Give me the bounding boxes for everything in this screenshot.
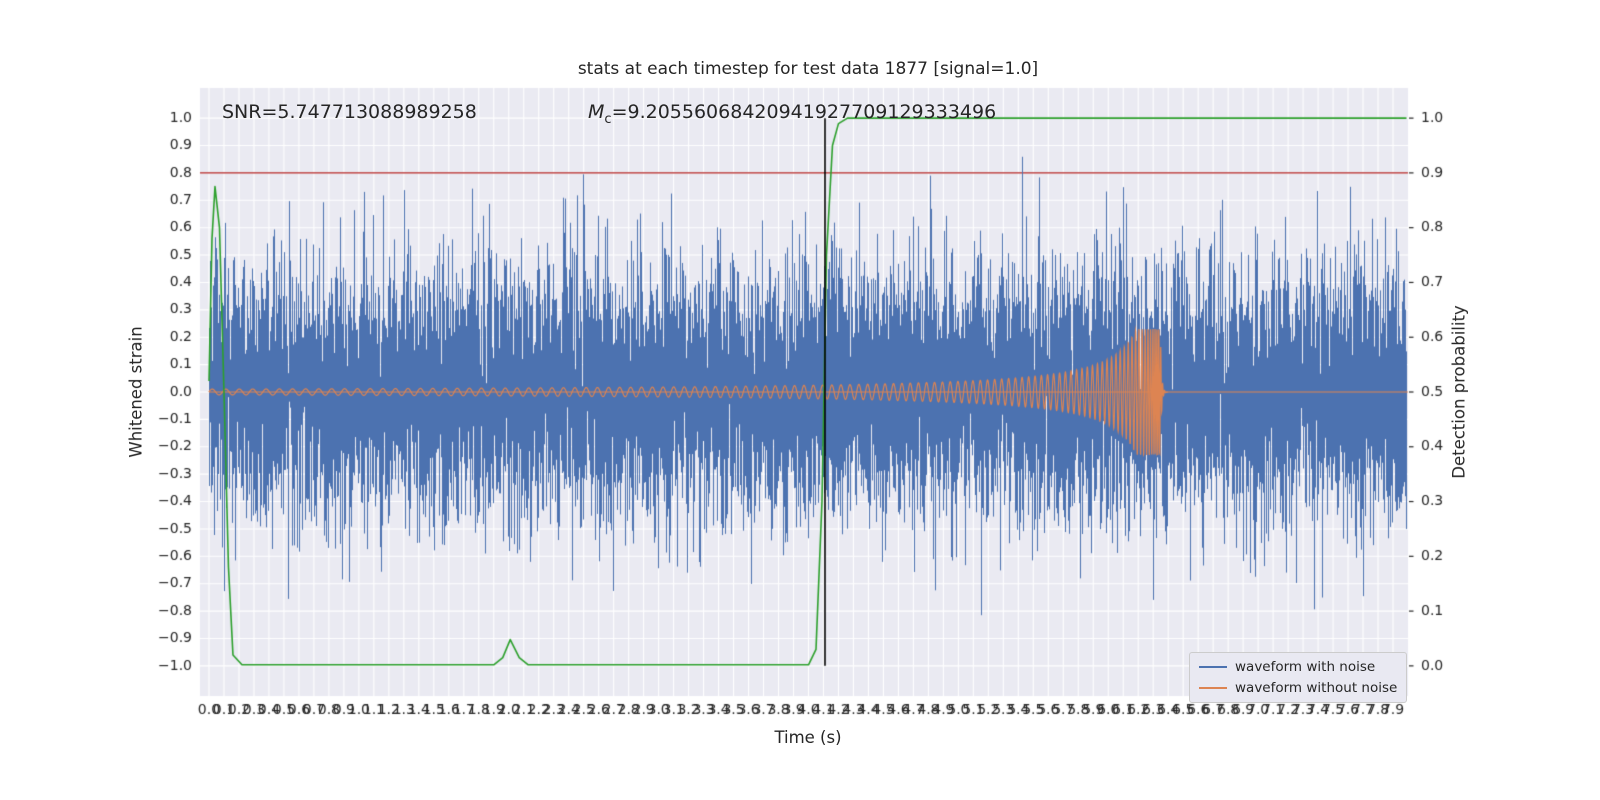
legend-label-waveform-with-noise: waveform with noise — [1235, 659, 1376, 675]
y-axis-label-left: Whitened strain — [126, 326, 146, 458]
snr-annotation: SNR=5.747713088989258 — [222, 101, 477, 123]
legend-item-waveform-without-noise: waveform without noise — [1199, 680, 1397, 696]
mc-subscript: c — [604, 111, 612, 127]
legend-item-waveform-with-noise: waveform with noise — [1199, 659, 1397, 675]
chart-title: stats at each timestep for test data 187… — [577, 59, 1039, 79]
legend-line-sample-orange — [1199, 687, 1227, 689]
mc-symbol: M — [588, 101, 605, 123]
mc-annotation: Mc=9.20556068420941927709129333496 — [588, 101, 996, 127]
legend-line-sample-blue — [1199, 666, 1227, 668]
x-axis-label: Time (s) — [774, 728, 842, 747]
legend-label-waveform-without-noise: waveform without noise — [1235, 680, 1398, 696]
legend: waveform with noise waveform without noi… — [1189, 652, 1408, 703]
y-axis-label-right: Detection probability — [1449, 305, 1469, 479]
mc-value: =9.20556068420941927709129333496 — [611, 101, 997, 123]
